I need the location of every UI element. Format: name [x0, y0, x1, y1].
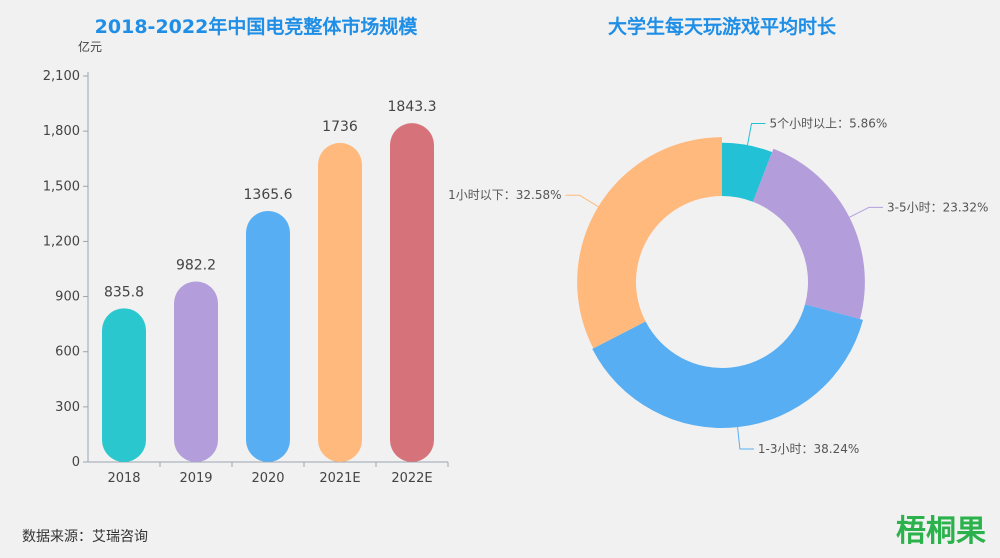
pie-leader-line [746, 122, 766, 146]
pie-slice [592, 304, 863, 428]
y-tick-label: 600 [55, 345, 80, 360]
pie-slice [752, 148, 865, 320]
pie-slice [577, 137, 722, 349]
y-tick-label: 0 [72, 455, 80, 470]
x-tick-label: 2019 [179, 471, 212, 486]
bar [390, 123, 434, 463]
pie-slice [722, 142, 773, 202]
bar-series: 835.8 2018 982.2 2019 1365.6 2020 1736 2021E 184… [102, 99, 449, 486]
y-tick-label: 300 [55, 400, 80, 415]
pie-slice-label: 1小时以下：32.58% [448, 188, 561, 202]
pie-leader-line [565, 194, 599, 208]
x-tick-label: 2020 [251, 471, 284, 486]
bar-value-label: 982.2 [176, 257, 216, 273]
bar-value-label: 1843.3 [388, 99, 437, 115]
x-tick-label: 2022E [391, 471, 432, 486]
y-tick-label: 900 [55, 290, 80, 305]
pie-leader-line [849, 206, 884, 218]
y-axis-unit-label: 亿元 [78, 39, 102, 54]
data-source-note: 数据来源：艾瑞咨询 [22, 529, 148, 545]
pie-slice-label: 3-5小时：23.32% [887, 200, 988, 214]
bar-value-label: 1365.6 [244, 187, 293, 203]
bar-chart-title: 2018-2022年中国电竞整体市场规模 [95, 15, 419, 38]
pie-slice-label: 1-3小时：38.24% [758, 442, 859, 456]
y-tick-label: 1,800 [43, 124, 80, 139]
pie-slice-label: 5个小时以上：5.86% [770, 116, 888, 130]
pie-chart-title: 大学生每天玩游戏平均时长 [608, 15, 837, 38]
y-tick-label: 1,200 [43, 234, 80, 249]
bar-value-label: 1736 [322, 119, 358, 135]
brand-watermark: 梧桐果 [896, 514, 986, 549]
bar [174, 281, 218, 462]
bar-value-label: 835.8 [104, 284, 144, 300]
bar [246, 210, 290, 462]
y-tick-label: 1,500 [43, 179, 80, 194]
pie-leader-line [737, 427, 754, 450]
bar [318, 142, 362, 462]
x-tick-label: 2021E [319, 471, 360, 486]
y-axis-ticks: 0 300 600 900 1,200 1,500 1,800 2,100 [43, 69, 88, 470]
x-tick-label: 2018 [107, 471, 140, 486]
pie-series: 5个小时以上：5.86% 3-5小时：23.32% 1-3小时：38.24% 1小时以… [448, 116, 988, 456]
bar [102, 308, 146, 462]
y-tick-label: 2,100 [43, 69, 80, 84]
